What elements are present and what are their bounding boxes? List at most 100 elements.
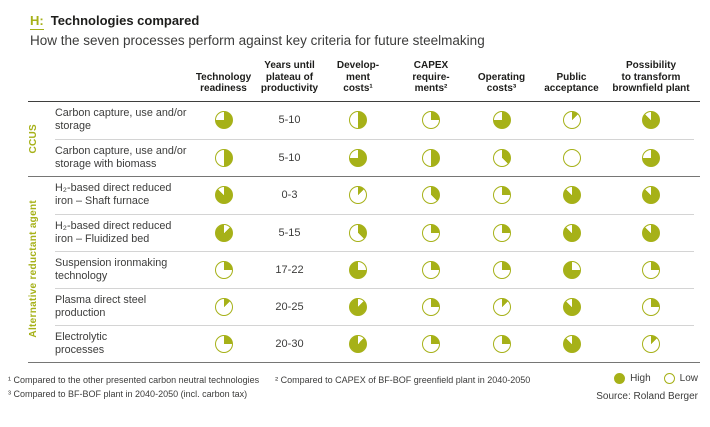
cell-public bbox=[535, 111, 608, 129]
header-rule bbox=[28, 100, 700, 102]
pie-dev bbox=[349, 223, 367, 242]
years-value: 5-15 bbox=[278, 226, 301, 239]
cell-brownfield bbox=[608, 297, 694, 316]
col-header-dev: Develop-ment costs¹ bbox=[336, 60, 380, 94]
pie-brownfield bbox=[642, 334, 660, 353]
legend-source: High Low Source: Roland Berger bbox=[596, 372, 698, 402]
cell-dev bbox=[322, 186, 394, 204]
cell-op bbox=[468, 111, 535, 129]
table-row: Carbon capture, use and/or storage with b… bbox=[55, 138, 694, 176]
cell-brownfield bbox=[608, 148, 694, 167]
pie-public bbox=[562, 223, 581, 242]
table-row: H₂-based direct reduced iron – Shaft furn… bbox=[55, 177, 694, 214]
years-value: 5-10 bbox=[278, 151, 301, 164]
cell-op bbox=[468, 260, 535, 279]
pie-op bbox=[492, 186, 511, 204]
cell-public bbox=[535, 334, 608, 353]
pie-capex bbox=[422, 334, 440, 353]
pie-op bbox=[492, 297, 511, 316]
source-credit: Source: Roland Berger bbox=[596, 390, 698, 402]
pie-op bbox=[492, 223, 511, 242]
cell-readiness bbox=[190, 186, 257, 204]
cell-dev bbox=[322, 330, 394, 357]
pie-capex bbox=[422, 111, 440, 129]
col-header-op: Operating costs³ bbox=[477, 71, 526, 95]
legend: High Low bbox=[596, 372, 698, 384]
pie-readiness bbox=[214, 334, 233, 353]
group-label: CCUS bbox=[28, 123, 39, 154]
table-row: Electrolytic processes 20-30 bbox=[55, 324, 694, 362]
process-name: H₂-based direct reduced iron – Shaft furn… bbox=[55, 182, 172, 207]
cell-brownfield bbox=[608, 334, 694, 353]
pie-dev bbox=[345, 330, 371, 357]
pie-readiness bbox=[214, 260, 233, 279]
table-bottom-rule bbox=[28, 361, 700, 363]
figure-subtitle: How the seven processes perform against … bbox=[30, 33, 485, 48]
pie-brownfield bbox=[642, 148, 660, 167]
cell-capex bbox=[394, 334, 468, 353]
years-value: 5-10 bbox=[278, 114, 301, 126]
years-value: 17-22 bbox=[275, 263, 304, 276]
title-block: H: Technologies compared How the seven pr… bbox=[0, 0, 710, 48]
years-value: 20-25 bbox=[275, 300, 304, 313]
cell-public bbox=[535, 260, 608, 279]
process-name: Suspension ironmaking technology bbox=[55, 256, 168, 282]
comparison-table-body: CCUS Carbon capture, use and/or storage 5-1… bbox=[0, 102, 710, 362]
pie-brownfield bbox=[642, 260, 660, 279]
footnote-2: ² Compared to CAPEX of BF-BOF greenfield… bbox=[275, 374, 531, 385]
pie-op bbox=[492, 148, 511, 167]
pie-capex bbox=[422, 223, 440, 242]
cell-readiness bbox=[190, 111, 257, 129]
pie-readiness bbox=[214, 148, 233, 167]
legend-high-label: High bbox=[630, 372, 651, 384]
process-name: H₂-based direct reduced iron – Fluidized … bbox=[55, 219, 172, 245]
cell-brownfield bbox=[608, 111, 694, 129]
col-header-readiness: Technology readiness bbox=[195, 71, 252, 95]
cell-public bbox=[535, 297, 608, 316]
cell-brownfield bbox=[608, 223, 694, 242]
cell-capex bbox=[394, 148, 468, 167]
pie-public bbox=[562, 260, 581, 279]
pie-readiness bbox=[214, 297, 233, 316]
cell-op bbox=[468, 223, 535, 242]
cell-dev bbox=[322, 223, 394, 242]
figure-title: H: Technologies compared bbox=[30, 13, 710, 30]
pie-op bbox=[492, 111, 511, 129]
pie-capex bbox=[422, 148, 440, 167]
pie-capex bbox=[422, 260, 440, 279]
group-label: Alternative reductant agent bbox=[28, 200, 39, 338]
footnotes: ¹ Compared to the other presented carbon… bbox=[8, 373, 530, 401]
table-row: Suspension ironmaking technology 17-22 bbox=[55, 250, 694, 288]
pie-capex bbox=[422, 186, 440, 204]
cell-brownfield bbox=[608, 186, 694, 204]
group: CCUS Carbon capture, use and/or storage 5-1… bbox=[12, 102, 694, 176]
cell-op bbox=[468, 186, 535, 204]
pie-brownfield bbox=[642, 186, 660, 204]
cell-capex bbox=[394, 223, 468, 242]
pie-dev bbox=[349, 260, 367, 279]
cell-readiness bbox=[190, 334, 257, 353]
pie-readiness bbox=[214, 111, 233, 129]
group-separator bbox=[28, 175, 700, 177]
pie-public bbox=[562, 297, 581, 316]
footnote-1: ¹ Compared to the other presented carbon… bbox=[8, 374, 260, 385]
pie-readiness bbox=[214, 186, 233, 204]
pie-readiness bbox=[210, 219, 237, 246]
col-header-years: Years until plateau of productivity bbox=[260, 60, 319, 94]
cell-capex bbox=[394, 111, 468, 129]
pie-public bbox=[562, 111, 581, 129]
cell-readiness bbox=[190, 148, 257, 167]
process-name: Plasma direct steel production bbox=[55, 293, 147, 319]
table-row: Plasma direct steel production 20-25 bbox=[55, 287, 694, 325]
footer: ¹ Compared to the other presented carbon… bbox=[8, 372, 698, 402]
pie-public bbox=[562, 334, 581, 353]
cell-dev bbox=[322, 111, 394, 129]
cell-readiness bbox=[190, 219, 257, 246]
cell-dev bbox=[322, 260, 394, 279]
legend-low-label: Low bbox=[679, 372, 698, 384]
pie-dev bbox=[349, 148, 367, 167]
pie-brownfield bbox=[642, 297, 660, 316]
group: Alternative reductant agent H₂-based dire… bbox=[12, 177, 694, 362]
process-name: Electrolytic processes bbox=[55, 330, 108, 356]
